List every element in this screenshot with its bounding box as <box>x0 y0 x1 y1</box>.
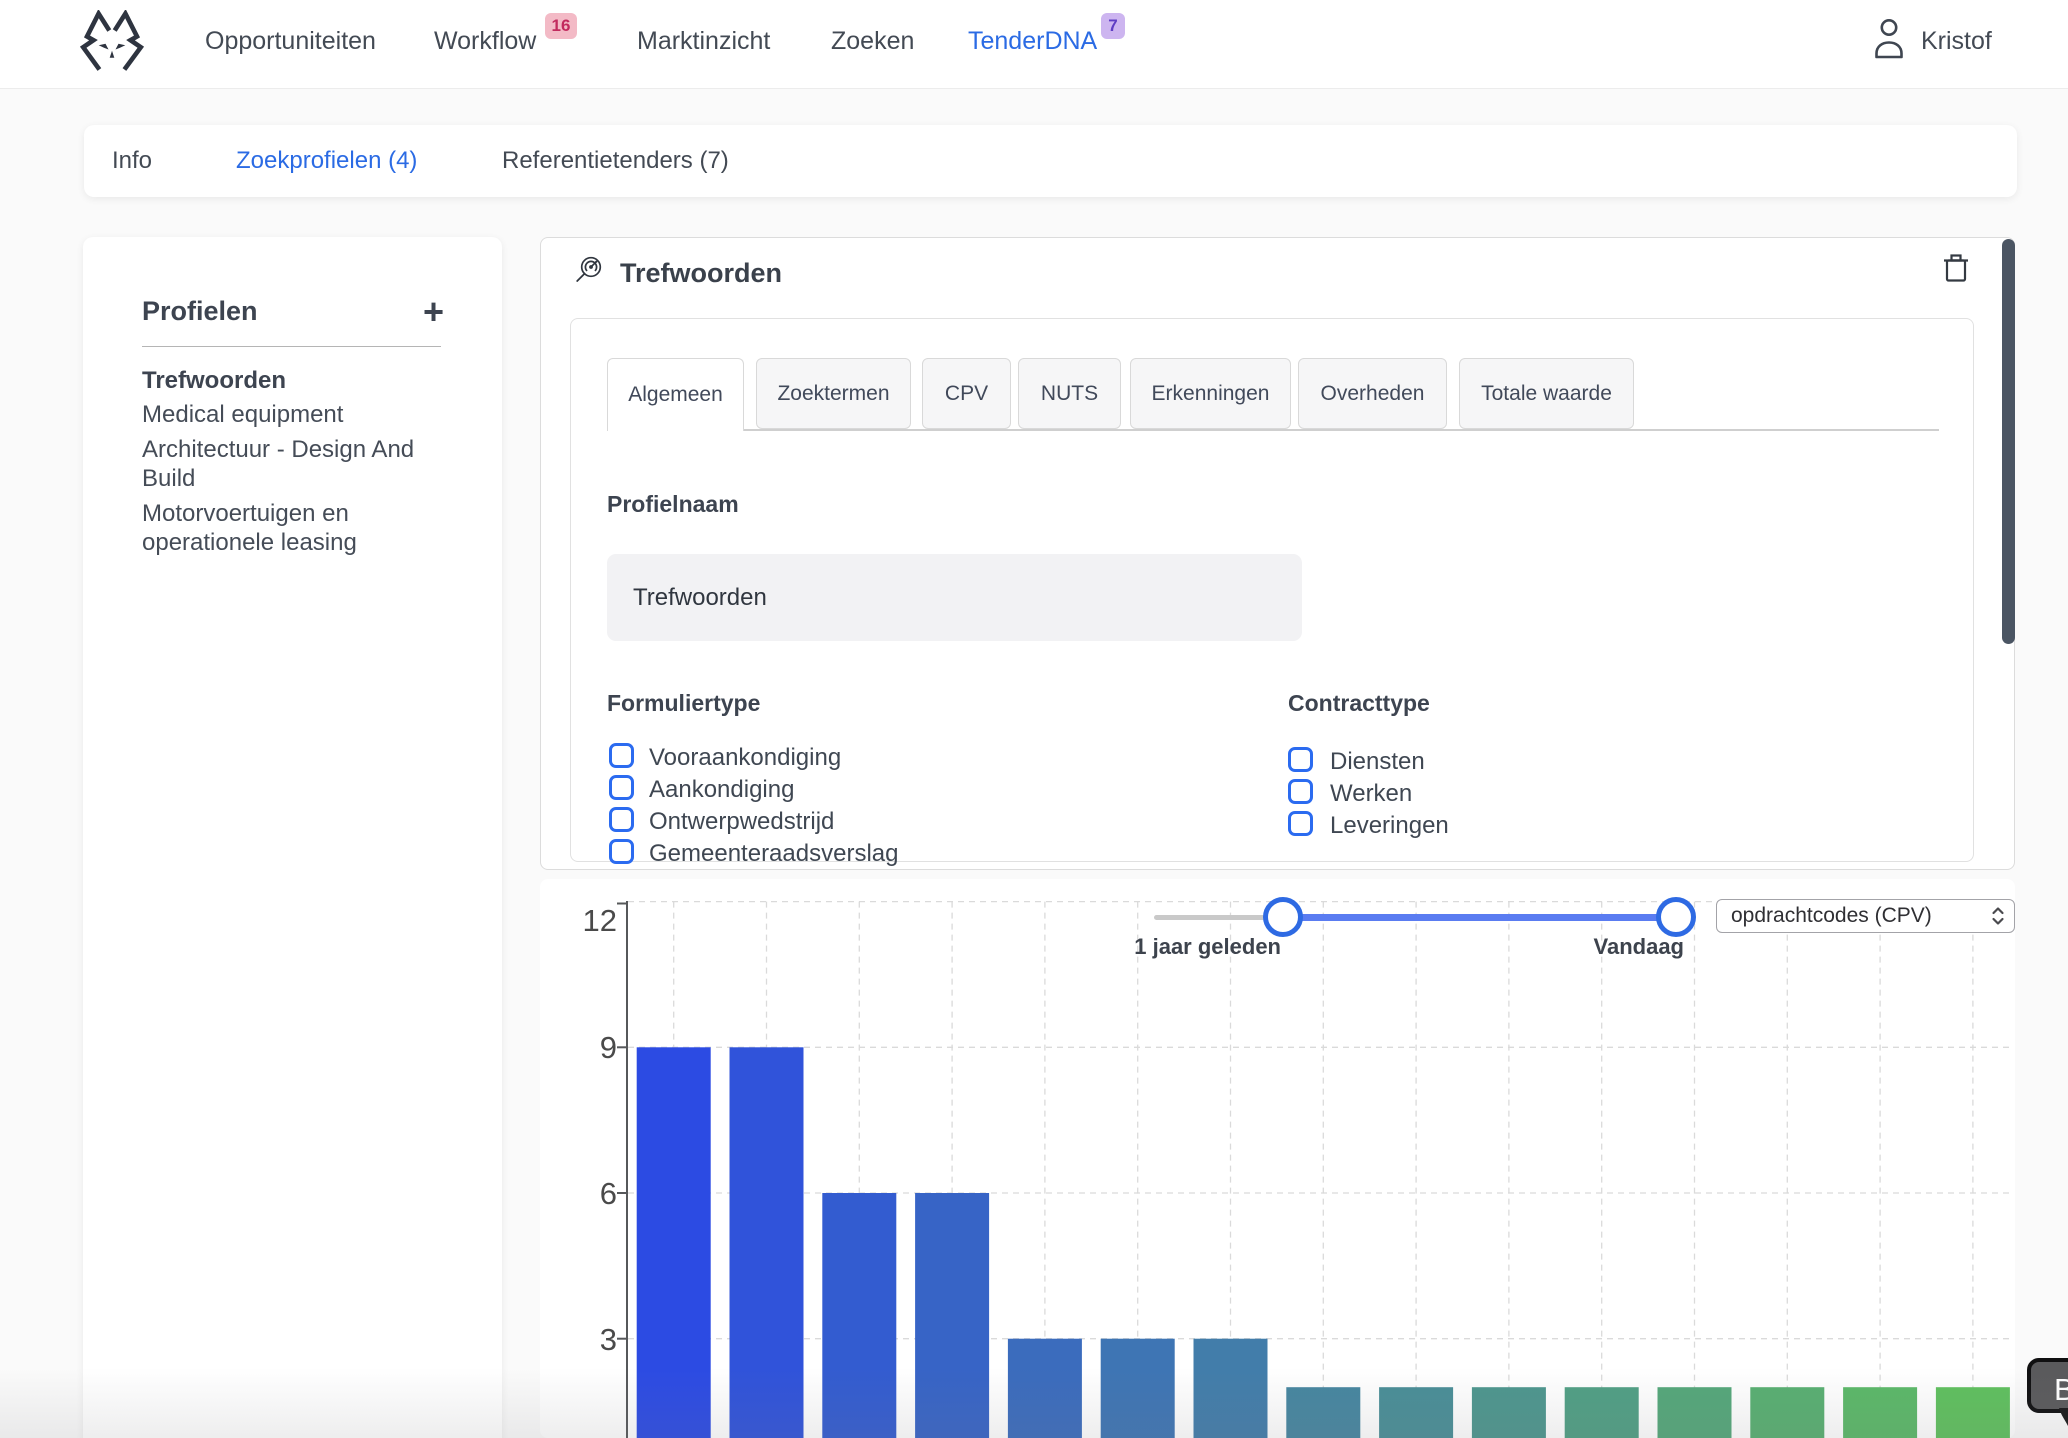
svg-text:3: 3 <box>600 1322 617 1357</box>
svg-text:9: 9 <box>600 1030 617 1065</box>
svg-text:6: 6 <box>600 1176 617 1211</box>
svg-text:12: 12 <box>583 903 617 938</box>
